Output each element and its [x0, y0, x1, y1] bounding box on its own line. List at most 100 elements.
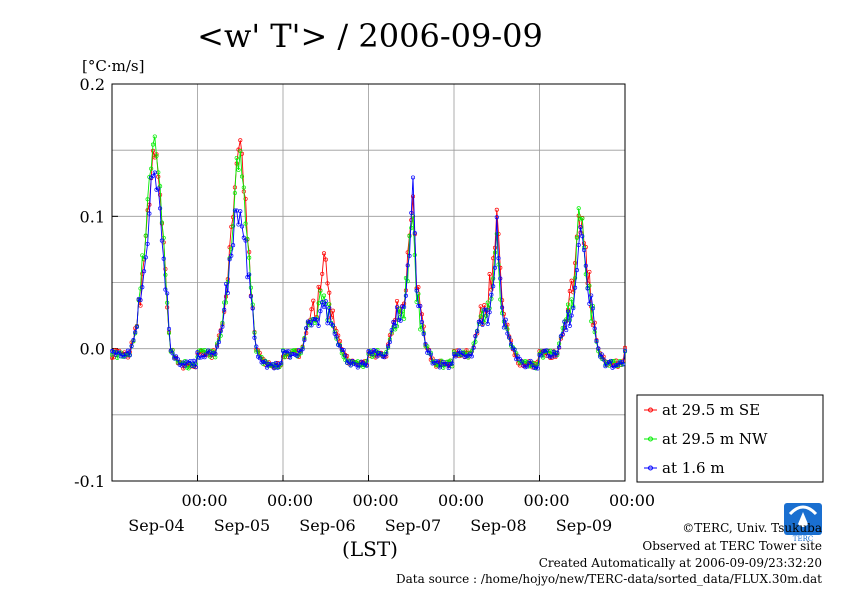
data-point — [585, 286, 590, 291]
legend: at 29.5 m SE at 29.5 m NW at 1.6 m — [636, 394, 824, 483]
data-point — [482, 307, 487, 312]
data-point — [163, 272, 168, 277]
data-point — [471, 345, 476, 350]
x-tick-time: 00:00 — [438, 491, 484, 510]
data-point — [524, 364, 530, 369]
data-point — [405, 279, 410, 284]
data-point — [238, 148, 243, 154]
data-point — [564, 328, 569, 333]
data-point — [576, 242, 581, 248]
data-point — [143, 233, 148, 238]
data-point — [247, 255, 252, 260]
data-point — [220, 324, 225, 329]
data-point — [117, 350, 122, 355]
data-point — [491, 276, 496, 281]
data-point — [407, 253, 412, 258]
data-point — [295, 353, 300, 358]
data-point — [337, 343, 343, 349]
data-point — [462, 355, 467, 360]
data-point — [264, 365, 270, 370]
data-point — [268, 362, 273, 367]
data-point — [314, 317, 319, 322]
data-point — [410, 175, 416, 180]
data-point — [140, 253, 145, 258]
data-point — [318, 288, 323, 293]
data-point — [430, 361, 435, 366]
data-point — [197, 355, 202, 360]
data-point — [498, 276, 503, 281]
data-point — [414, 288, 419, 293]
data-point — [138, 303, 143, 308]
data-point — [496, 256, 501, 261]
data-point — [337, 339, 343, 344]
data-point — [279, 360, 284, 366]
data-point — [562, 319, 567, 324]
data-point — [252, 335, 257, 340]
series-group — [109, 134, 628, 371]
data-point — [327, 290, 332, 295]
data-point — [348, 363, 353, 368]
data-point — [236, 167, 241, 172]
data-point — [487, 310, 492, 315]
data-point — [569, 297, 574, 302]
data-point — [175, 357, 180, 362]
y-tick-label: 0.0 — [80, 340, 105, 359]
data-point — [190, 363, 195, 369]
data-point — [313, 320, 318, 326]
data-point — [418, 303, 423, 309]
x-tick-date: Sep-09 — [556, 516, 612, 535]
data-point — [448, 362, 453, 367]
data-point — [304, 326, 309, 331]
data-point — [115, 355, 120, 360]
data-point — [327, 302, 332, 307]
terc-logo: TERC — [784, 503, 822, 543]
data-point — [229, 253, 234, 258]
data-point — [478, 318, 483, 323]
data-point — [248, 294, 253, 299]
x-tick-time: 00:00 — [523, 491, 569, 510]
x-tick-date: Sep-04 — [128, 516, 184, 535]
y-tick-label: -0.1 — [74, 472, 105, 491]
data-point — [321, 305, 327, 310]
x-tick-date: Sep-08 — [470, 516, 526, 535]
data-point — [243, 238, 248, 243]
data-point — [505, 331, 510, 336]
data-point — [147, 174, 152, 180]
data-point — [569, 313, 574, 318]
data-point — [571, 306, 576, 311]
data-point — [138, 298, 143, 303]
data-point — [473, 339, 478, 344]
data-point — [410, 194, 416, 199]
data-point — [548, 354, 553, 359]
data-point — [446, 365, 451, 371]
data-point — [254, 349, 259, 354]
data-point — [475, 329, 480, 334]
legend-label: at 29.5 m NW — [662, 430, 768, 448]
data-point — [259, 360, 264, 365]
data-point — [161, 256, 166, 261]
data-point — [457, 348, 462, 353]
data-point — [569, 278, 574, 283]
data-point — [239, 224, 245, 229]
data-point — [377, 351, 382, 356]
data-point — [418, 327, 423, 332]
data-point — [307, 320, 312, 325]
data-point — [232, 208, 237, 213]
data-point — [494, 207, 499, 212]
data-point — [332, 331, 337, 336]
data-point — [131, 338, 136, 343]
data-point — [508, 342, 514, 347]
data-point — [236, 222, 241, 227]
data-point — [421, 332, 426, 337]
data-point — [218, 333, 223, 338]
data-point — [133, 330, 138, 335]
data-point — [261, 360, 266, 365]
data-point — [150, 142, 156, 147]
chart-title: <w' T'> / 2006-09-09 — [197, 17, 543, 55]
data-point — [150, 173, 156, 178]
data-point — [621, 362, 626, 367]
data-point — [124, 351, 129, 356]
data-point — [122, 354, 127, 359]
x-tick-date: Sep-07 — [385, 516, 441, 535]
data-point — [389, 327, 394, 333]
